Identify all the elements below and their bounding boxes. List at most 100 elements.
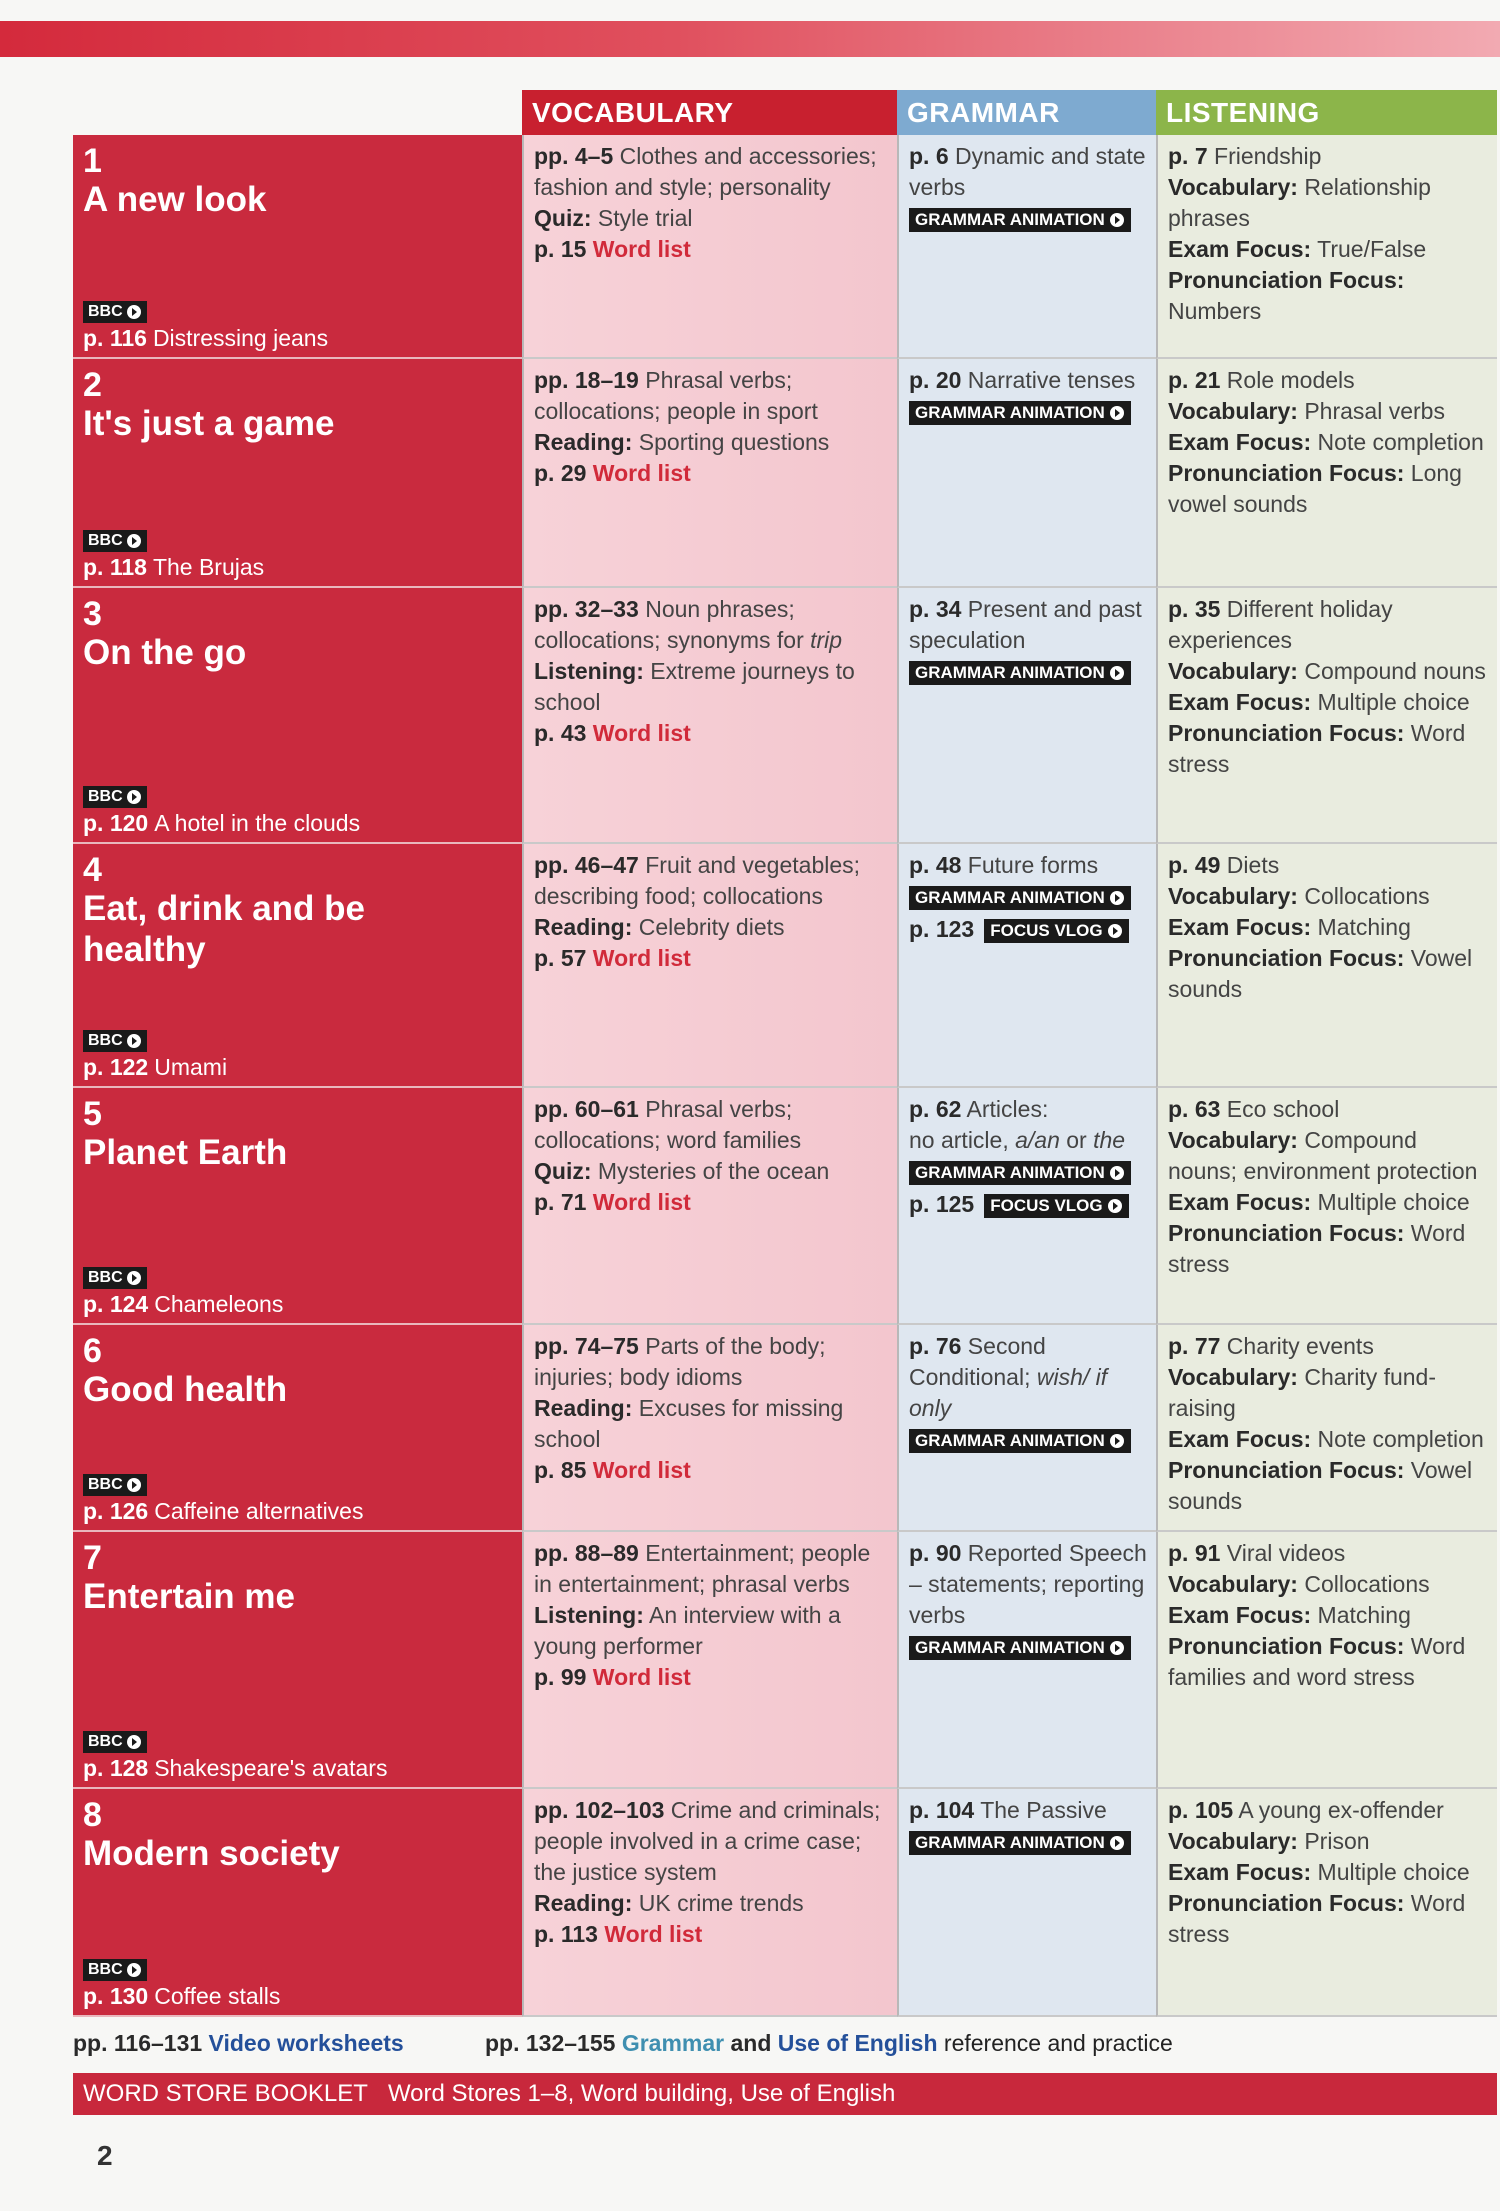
bbc-badge-row: BBC	[83, 1022, 227, 1052]
bold-text: and	[724, 2030, 778, 2056]
bbc-badge: BBC	[83, 1959, 147, 1981]
bold-text: pp. 88–89	[534, 1540, 639, 1566]
line: Pronunciation Focus: Word stress	[1168, 1218, 1491, 1280]
unit-video: BBC p. 120 A hotel in the clouds	[83, 778, 360, 838]
badge-text: GRAMMAR ANIMATION	[915, 402, 1105, 422]
play-icon	[1109, 1165, 1124, 1180]
unit-video: BBC p. 126 Caffeine alternatives	[83, 1466, 363, 1526]
line: p. 34 Present and past speculation	[909, 594, 1150, 656]
unit-cell: 4 Eat, drink and be healthy BBC p. 122 Umami	[73, 844, 522, 1088]
badge-text: GRAMMAR ANIMATION	[915, 887, 1105, 907]
bbc-badge: BBC	[83, 1267, 147, 1289]
line: p. 35 Different holiday experiences	[1168, 594, 1491, 656]
line: Exam Focus: Multiple choice	[1168, 1857, 1491, 1888]
bbc-badge: BBC	[83, 1474, 147, 1496]
line: Exam Focus: Matching	[1168, 1600, 1491, 1631]
bbc-badge-row: BBC	[83, 1259, 283, 1289]
bold-text: p. 20	[909, 367, 962, 393]
unit-number: 8	[83, 1796, 102, 1834]
unit-number: 7	[83, 1539, 102, 1577]
unit-video: BBC p. 130 Coffee stalls	[83, 1951, 280, 2011]
unit-number: 1	[83, 142, 102, 180]
bbc-badge: BBC	[83, 301, 147, 323]
text-text: Clothes and accessories; fashion and sty…	[534, 143, 877, 200]
line: Listening: Extreme journeys to school	[534, 656, 891, 718]
bold-text: Reading:	[534, 429, 633, 455]
bold-text: Pronunciation Focus:	[1168, 1457, 1405, 1483]
line: p. 85 Word list	[534, 1455, 891, 1486]
line: p. 63 Eco school	[1168, 1094, 1491, 1125]
bold-text: Reading:	[534, 914, 633, 940]
unit-title: A new look	[83, 180, 267, 219]
unit-cell: 2 It's just a game BBC p. 118 The Brujas	[73, 359, 522, 588]
vocabulary-cell: pp. 4–5 Clothes and accessories; fashion…	[522, 135, 897, 359]
italic-text: the	[1093, 1127, 1126, 1153]
text-text: Parts of the body; injuries; body idioms	[534, 1333, 826, 1390]
play-icon	[1109, 1835, 1124, 1850]
bold-text: Vocabulary:	[1168, 1828, 1298, 1854]
text-text: Future forms	[961, 852, 1099, 878]
text-text: Charity events	[1220, 1333, 1374, 1359]
bold-text: Reading:	[534, 1395, 633, 1421]
listening-cell: p. 49 Diets Vocabulary: Collocations Exam …	[1156, 844, 1497, 1088]
badge-text: FOCUS VLOG	[990, 920, 1103, 940]
listening-header: LISTENING	[1156, 90, 1497, 135]
bold-text: p. 85	[534, 1457, 587, 1483]
grammar-cell: p. 104 The Passive GRAMMAR ANIMATION	[897, 1789, 1156, 2017]
line: Exam Focus: Multiple choice	[1168, 1187, 1491, 1218]
line: Vocabulary: Compound nouns; environment …	[1168, 1125, 1491, 1187]
bbc-text: BBC	[88, 303, 123, 320]
bold-text: pp. 32–33	[534, 596, 639, 622]
grammar-cell: p. 90 Reported Speech – statements; repo…	[897, 1532, 1156, 1789]
line: Vocabulary: Collocations	[1168, 1569, 1491, 1600]
text-text: Multiple choice	[1311, 689, 1470, 715]
line: p. 104 The Passive	[909, 1795, 1150, 1826]
text-text: Different holiday experiences	[1168, 596, 1393, 653]
bold-text: Pronunciation Focus:	[1168, 267, 1405, 293]
bold-text: p. 113	[534, 1921, 598, 1947]
vocabulary-cell: pp. 60–61 Phrasal verbs; collocations; w…	[522, 1088, 897, 1325]
text-text: Narrative tenses	[961, 367, 1136, 393]
unit-number: 4	[83, 851, 102, 889]
text-text: Vowel sounds	[1168, 1457, 1473, 1514]
play-icon	[1109, 890, 1124, 905]
video-title: Coffee stalls	[154, 1983, 281, 2009]
red-text: Word list	[586, 1457, 691, 1483]
line: pp. 32–33 Noun phrases; collocations; sy…	[534, 594, 891, 656]
text-text: Collocations	[1297, 1571, 1430, 1597]
bold-text: Vocabulary:	[1168, 658, 1298, 684]
play-icon	[1107, 923, 1122, 938]
text-text: Note completion	[1311, 1426, 1484, 1452]
bbc-text: BBC	[88, 1733, 123, 1750]
line: Listening: An interview with a young per…	[534, 1600, 891, 1662]
text-text: UK crime trends	[632, 1890, 804, 1916]
bold-text: Vocabulary:	[1168, 1364, 1298, 1390]
bold-text: pp. 4–5	[534, 143, 614, 169]
play-icon	[126, 1735, 141, 1749]
bold-text: Vocabulary:	[1168, 398, 1298, 424]
bold-text: Exam Focus:	[1168, 1859, 1312, 1885]
bold-text: Listening:	[534, 1602, 644, 1628]
line: Vocabulary: Compound nouns	[1168, 656, 1491, 687]
line: pp. 46–47 Fruit and vegetables; describi…	[534, 850, 891, 912]
line: p. 57 Word list	[534, 943, 891, 974]
line: GRAMMAR ANIMATION	[909, 396, 1150, 429]
word-store-bar: WORD STORE BOOKLET Word Stores 1–8, Word …	[73, 2073, 1497, 2115]
text-text: Noun phrases; collocations; synonyms for	[534, 596, 811, 653]
bold-text: Vocabulary:	[1168, 1127, 1298, 1153]
line: p. 7 Friendship	[1168, 141, 1491, 172]
text-text: Vowel sounds	[1168, 945, 1473, 1002]
play-icon	[1109, 405, 1124, 420]
bold-text: p. 15	[534, 236, 587, 262]
video-page: p. 130	[83, 1983, 149, 2009]
line: Exam Focus: Multiple choice	[1168, 687, 1491, 718]
bold-text: p. 62	[909, 1096, 962, 1122]
bold-text: pp. 102–103	[534, 1797, 665, 1823]
bold-text: p. 29	[534, 460, 587, 486]
line: Exam Focus: Note completion	[1168, 427, 1491, 458]
line: Exam Focus: Matching	[1168, 912, 1491, 943]
video-page: p. 128	[83, 1755, 149, 1781]
bbc-badge-row: BBC	[83, 293, 328, 323]
